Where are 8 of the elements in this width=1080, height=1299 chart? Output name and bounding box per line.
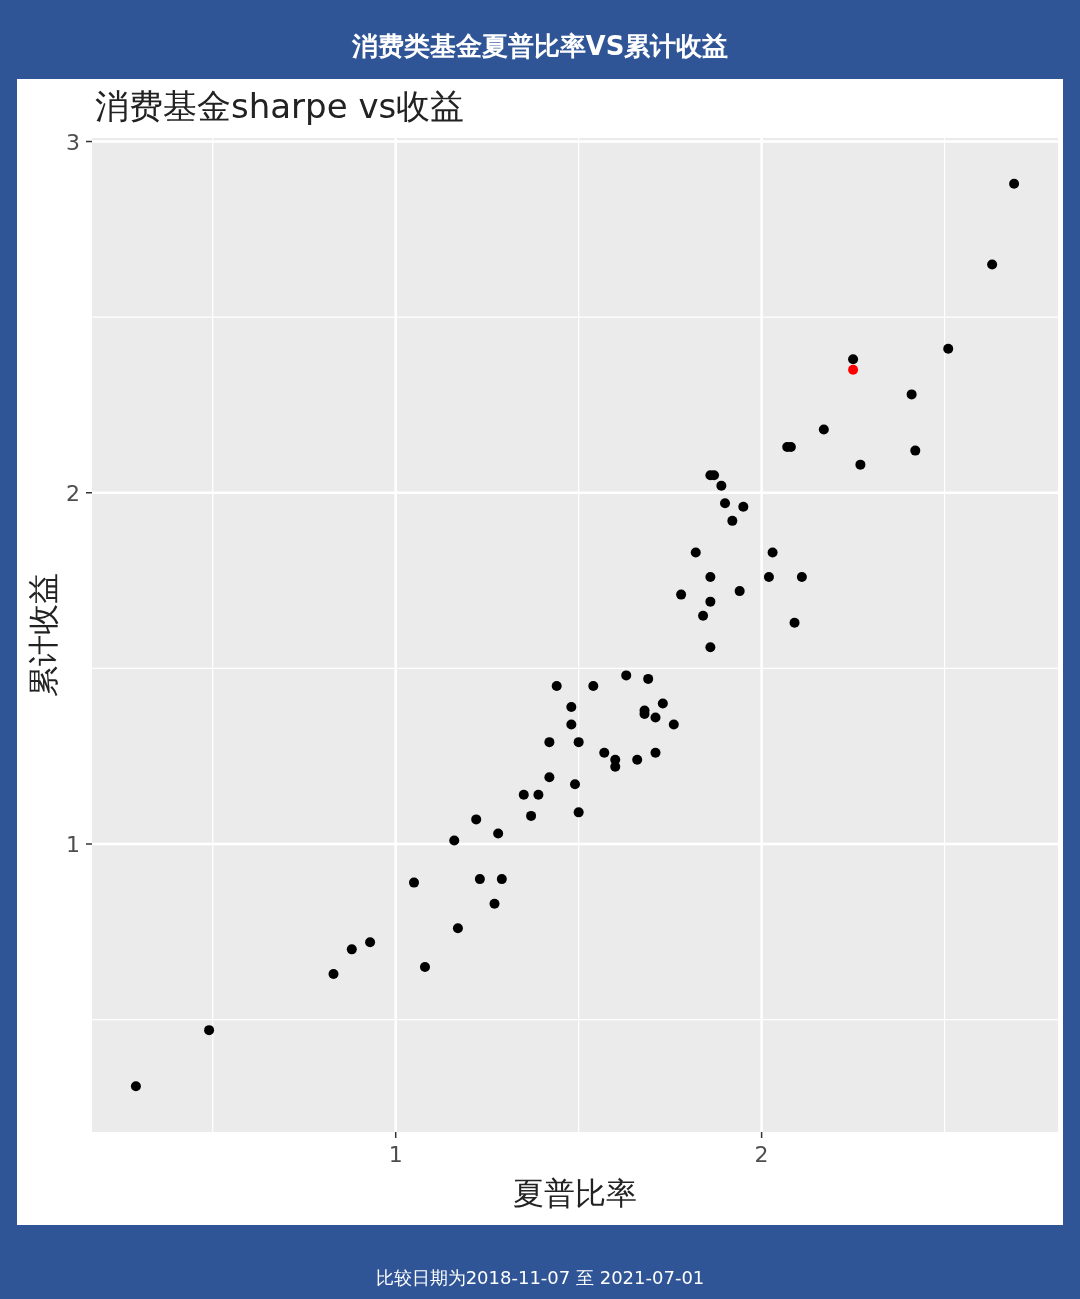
y-axis-title: 累计收益 [25, 573, 61, 697]
chart-subtitle: 消费基金sharpe vs收益 [95, 86, 465, 126]
y-tick-label: 1 [66, 831, 80, 857]
x-axis-title: 夏普比率 [513, 1175, 637, 1211]
chart-title: 消费类基金夏普比率VS累计收益 [350, 31, 729, 61]
y-tick-label: 3 [66, 129, 80, 155]
y-tick-label: 2 [66, 480, 80, 506]
text: 比较日期为2018-11-07 至 2021-07-01 [375, 1267, 705, 1288]
